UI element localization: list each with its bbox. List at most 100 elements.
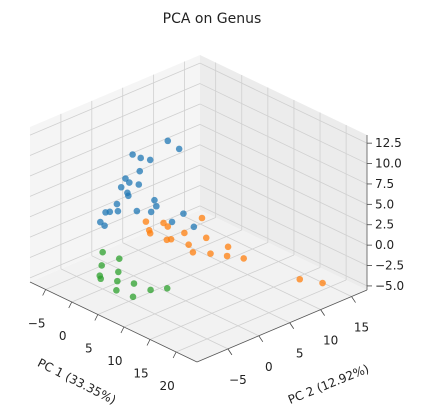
point xyxy=(129,293,137,301)
point xyxy=(115,255,123,262)
tick-mark xyxy=(120,326,125,334)
tick-mark xyxy=(146,339,151,346)
point xyxy=(145,226,153,234)
y-tick-label: −5 xyxy=(229,373,247,387)
z-tick-label: 7.5 xyxy=(375,177,394,191)
point xyxy=(151,196,158,204)
grid-line xyxy=(29,185,201,258)
grid-line xyxy=(29,205,201,279)
y-tick-label: 5 xyxy=(296,347,304,361)
point xyxy=(167,235,175,243)
point xyxy=(97,218,104,226)
point xyxy=(185,241,192,248)
point xyxy=(137,154,145,162)
point xyxy=(113,200,121,208)
z-tick-label: 5.0 xyxy=(375,197,394,211)
point xyxy=(207,250,214,257)
point xyxy=(113,287,120,294)
grid-line xyxy=(29,62,201,136)
grid-line xyxy=(199,103,368,185)
point xyxy=(147,208,155,216)
y-axis-label: PC 2 (12.92%) xyxy=(286,362,371,407)
point xyxy=(135,181,143,188)
grid-line xyxy=(199,205,368,287)
z-tick-label: 0.0 xyxy=(375,238,394,252)
z-tick-label: 10.0 xyxy=(375,157,402,171)
point xyxy=(147,286,154,294)
x-tick-label: 20 xyxy=(159,379,174,393)
grid-line xyxy=(175,279,347,353)
point xyxy=(198,214,206,222)
x-tick-label: 15 xyxy=(133,367,148,381)
left-pane xyxy=(30,55,200,282)
x-tick-label: 10 xyxy=(107,354,122,368)
tick-mark xyxy=(68,301,73,309)
grid-line xyxy=(149,267,321,340)
point xyxy=(180,210,187,217)
grid-line xyxy=(60,268,229,350)
point xyxy=(96,272,104,280)
point xyxy=(190,223,198,231)
point xyxy=(99,248,106,256)
grid-line xyxy=(45,217,216,290)
grid-line xyxy=(71,229,242,303)
point xyxy=(163,284,171,292)
point xyxy=(224,243,232,251)
floor-pane xyxy=(30,210,367,362)
axis-line xyxy=(29,281,198,363)
point xyxy=(202,234,210,242)
point xyxy=(296,275,304,283)
tick-mark xyxy=(289,322,295,329)
point xyxy=(130,280,138,287)
z-tick-label: −2.5 xyxy=(375,259,404,273)
grid-line xyxy=(29,123,201,197)
point xyxy=(106,208,114,216)
y-tick-label: 10 xyxy=(323,334,338,348)
point xyxy=(129,151,136,158)
point xyxy=(181,229,188,237)
grid-line xyxy=(29,164,201,238)
point xyxy=(175,145,183,153)
y-tick-label: 0 xyxy=(265,360,273,374)
tick-mark xyxy=(227,348,233,356)
point xyxy=(133,207,141,215)
grid-line xyxy=(123,254,295,328)
point xyxy=(98,262,105,269)
point xyxy=(189,248,197,256)
grid-line xyxy=(199,185,368,266)
tick-mark xyxy=(351,296,356,303)
grid-line xyxy=(199,62,368,144)
point xyxy=(319,279,326,287)
z-tick-label: 12.5 xyxy=(375,136,402,150)
point xyxy=(115,268,122,276)
grid-line xyxy=(153,229,321,310)
grid-line xyxy=(29,144,201,218)
grid-line xyxy=(29,83,201,156)
point xyxy=(164,137,172,145)
x-axis-label: PC 1 (33.35%) xyxy=(35,356,118,408)
point xyxy=(136,167,144,175)
grid-line xyxy=(199,164,368,246)
point xyxy=(142,218,150,225)
x-tick-label: −5 xyxy=(28,317,46,331)
point xyxy=(124,189,131,197)
point xyxy=(168,218,176,226)
tick-mark xyxy=(320,309,325,316)
x-tick-label: 0 xyxy=(59,329,67,343)
point xyxy=(122,175,129,182)
x-tick-label: 5 xyxy=(85,342,93,356)
tick-mark xyxy=(172,351,177,359)
y-tick-label: 15 xyxy=(354,321,369,335)
grid-line xyxy=(199,123,368,205)
tick-mark xyxy=(42,289,47,296)
point xyxy=(114,277,121,285)
grid-line xyxy=(29,103,201,177)
tick-mark xyxy=(94,314,99,321)
grid-line xyxy=(199,144,368,226)
axis-line xyxy=(196,289,368,363)
point xyxy=(240,255,248,262)
grid-line xyxy=(122,242,290,324)
point xyxy=(114,207,122,215)
grid-line xyxy=(199,83,368,164)
